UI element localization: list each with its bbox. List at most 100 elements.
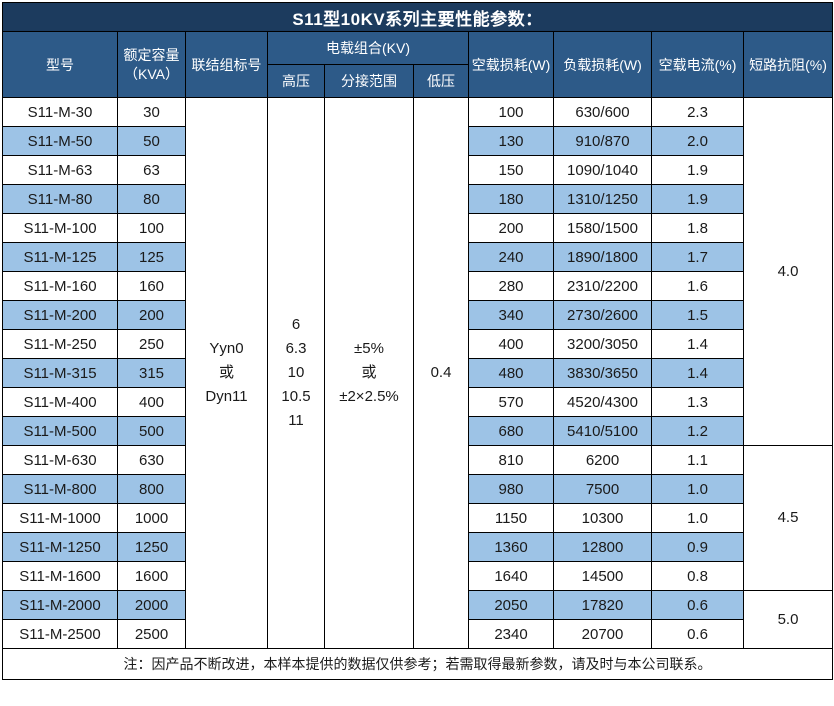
col-header-load-loss: 负载损耗(W) [553, 31, 652, 98]
cell-no-load-current: 1.6 [651, 271, 744, 301]
cell-impedance: 5.0 [742, 590, 834, 649]
cell-hv-voltage: 6 6.3 10 10.5 11 [267, 97, 325, 649]
cell-model: S11-M-30 [2, 97, 118, 127]
table-row: S11-M-1000 1000 1150 10300 1.0 [2, 503, 833, 533]
col-header-no-load-loss: 空载损耗(W) [468, 31, 554, 98]
cell-load-loss: 10300 [553, 503, 652, 533]
col-header-lv: 低压 [413, 64, 469, 98]
header-row-sub: 高压 分接范围 低压 [3, 64, 833, 98]
cell-load-loss: 910/870 [553, 126, 652, 156]
cell-model: S11-M-125 [2, 242, 118, 272]
cell-no-load-loss: 1360 [468, 532, 554, 562]
cell-load-loss: 20700 [553, 619, 652, 649]
cell-model: S11-M-160 [2, 271, 118, 301]
cell-load-loss: 7500 [553, 474, 652, 504]
col-header-model: 型号 [2, 31, 118, 98]
cell-model: S11-M-2000 [2, 590, 118, 620]
cell-no-load-current: 0.8 [651, 561, 744, 591]
cell-capacity: 2000 [117, 590, 186, 620]
cell-no-load-current: 0.9 [651, 532, 744, 562]
cell-model: S11-M-315 [2, 358, 118, 388]
table-body: S11-M-30 30 Yyn0 或 Dyn11 6 6.3 10 10.5 11 ±5… [2, 97, 834, 649]
cell-load-loss: 1310/1250 [553, 184, 652, 214]
table-row: S11-M-50 50 130 910/870 2.0 [2, 126, 833, 156]
table-row: S11-M-630 630 810 6200 1.1 4.5 [2, 445, 834, 591]
cell-no-load-loss: 980 [468, 474, 554, 504]
table-row: S11-M-100 100 200 1580/1500 1.8 [2, 213, 833, 243]
cell-impedance: 4.0 [742, 97, 834, 446]
cell-capacity: 125 [117, 242, 186, 272]
table-row: S11-M-2000 2000 2050 17820 0.6 5.0 [2, 590, 834, 649]
cell-capacity: 315 [117, 358, 186, 388]
cell-capacity: 250 [117, 329, 186, 359]
cell-no-load-current: 0.6 [651, 619, 744, 649]
cell-capacity: 160 [117, 271, 186, 301]
cell-no-load-loss: 100 [468, 97, 554, 127]
cell-capacity: 50 [117, 126, 186, 156]
cell-load-loss: 4520/4300 [553, 387, 652, 417]
cell-no-load-current: 1.2 [651, 416, 744, 446]
cell-model: S11-M-1250 [2, 532, 118, 562]
cell-capacity: 1250 [117, 532, 186, 562]
cell-load-loss: 12800 [553, 532, 652, 562]
cell-capacity: 630 [117, 445, 186, 475]
cell-model: S11-M-500 [2, 416, 118, 446]
cell-capacity: 2500 [117, 619, 186, 649]
cell-no-load-loss: 480 [468, 358, 554, 388]
cell-no-load-loss: 2050 [468, 590, 554, 620]
cell-no-load-current: 2.3 [651, 97, 744, 127]
table-row: S11-M-160 160 280 2310/2200 1.6 [2, 271, 833, 301]
cell-load-loss: 1890/1800 [553, 242, 652, 272]
cell-capacity: 63 [117, 155, 186, 185]
cell-capacity: 80 [117, 184, 186, 214]
cell-lv-voltage: 0.4 [413, 97, 469, 649]
cell-no-load-current: 1.5 [651, 300, 744, 330]
col-header-hv: 高压 [267, 64, 325, 98]
table-row: S11-M-800 800 980 7500 1.0 [2, 474, 833, 504]
cell-model: S11-M-250 [2, 329, 118, 359]
cell-no-load-loss: 1150 [468, 503, 554, 533]
cell-tap-range: ±5% 或 ±2×2.5% [324, 97, 414, 649]
table-row: S11-M-2500 2500 2340 20700 0.6 [2, 619, 833, 649]
cell-capacity: 100 [117, 213, 186, 243]
cell-model: S11-M-630 [2, 445, 118, 475]
col-header-no-load-current: 空载电流(%) [651, 31, 744, 98]
cell-capacity: 500 [117, 416, 186, 446]
cell-no-load-loss: 130 [468, 126, 554, 156]
footer-row: 注：因产品不断改进，本样本提供的数据仅供参考；若需取得最新参数，请及时与本公司联… [1, 648, 834, 680]
cell-no-load-loss: 400 [468, 329, 554, 359]
cell-load-loss: 3830/3650 [553, 358, 652, 388]
table-row: S11-M-80 80 180 1310/1250 1.9 [2, 184, 833, 214]
footer-note: 注：因产品不断改进，本样本提供的数据仅供参考；若需取得最新参数，请及时与本公司联… [1, 648, 834, 680]
cell-vector-group: Yyn0 或 Dyn11 [185, 97, 268, 649]
cell-no-load-loss: 240 [468, 242, 554, 272]
table-row: S11-M-500 500 680 5410/5100 1.2 [2, 416, 833, 446]
cell-no-load-loss: 200 [468, 213, 554, 243]
cell-no-load-current: 0.6 [651, 590, 744, 620]
cell-load-loss: 3200/3050 [553, 329, 652, 359]
cell-model: S11-M-1600 [2, 561, 118, 591]
cell-model: S11-M-800 [2, 474, 118, 504]
cell-no-load-loss: 810 [468, 445, 554, 475]
cell-no-load-loss: 340 [468, 300, 554, 330]
cell-no-load-current: 1.0 [651, 503, 744, 533]
col-header-voltage-combo: 电载组合(KV) [267, 31, 469, 65]
cell-no-load-loss: 680 [468, 416, 554, 446]
cell-model: S11-M-63 [2, 155, 118, 185]
cell-impedance: 4.5 [742, 445, 834, 591]
cell-model: S11-M-200 [2, 300, 118, 330]
cell-no-load-current: 1.0 [651, 474, 744, 504]
cell-load-loss: 17820 [553, 590, 652, 620]
cell-model: S11-M-400 [2, 387, 118, 417]
cell-no-load-current: 1.4 [651, 329, 744, 359]
table-row: S11-M-30 30 Yyn0 或 Dyn11 6 6.3 10 10.5 11 ±5… [2, 97, 834, 649]
page-title: S11型10KV系列主要性能参数： [1, 2, 834, 32]
table-row: S11-M-315 315 480 3830/3650 1.4 [2, 358, 833, 388]
cell-no-load-current: 1.9 [651, 184, 744, 214]
cell-no-load-current: 1.4 [651, 358, 744, 388]
cell-load-loss: 1580/1500 [553, 213, 652, 243]
col-header-impedance: 短路抗阻(%) [742, 31, 834, 98]
table-row: S11-M-63 63 150 1090/1040 1.9 [2, 155, 833, 185]
cell-no-load-current: 1.3 [651, 387, 744, 417]
cell-capacity: 1000 [117, 503, 186, 533]
